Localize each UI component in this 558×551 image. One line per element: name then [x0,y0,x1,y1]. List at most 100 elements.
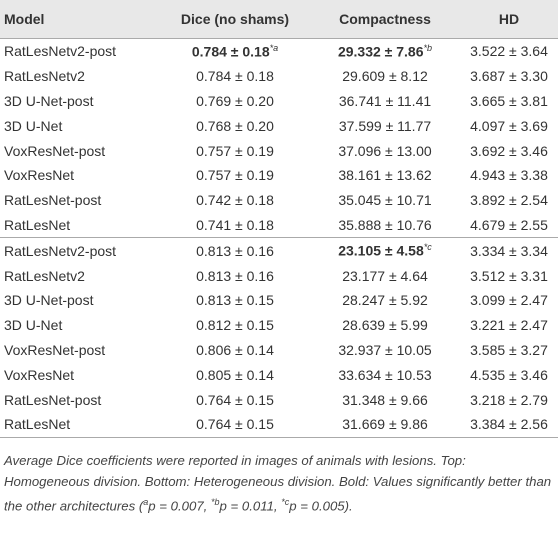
results-table: Model Dice (no shams) Compactness HD RatLes… [0,0,558,438]
table-cell: 0.768 ± 0.20 [196,117,274,134]
table-cell: 0.769 ± 0.20 [196,92,274,109]
header-cell: Dice (no shams) [160,0,310,39]
table-cell: 4.679 ± 2.55 [470,216,548,233]
table-cell: 0.764 ± 0.15 [160,411,310,438]
table-cell: 3D U-Net-post [4,292,94,309]
table-row: RatLesNet 0.741 ± 0.18 35.888 ± 10.76 4.679… [0,213,558,238]
table-cell: 3D U-Net [4,317,63,334]
table-row: VoxResNet-post 0.757 ± 0.19 37.096 ± 13.00… [0,138,558,163]
table-cell: 33.634 ± 10.53 [338,366,432,383]
table-cell: 3.099 ± 2.47 [470,292,548,309]
table-row: 3D U-Net-post 0.813 ± 0.15 28.247 ± 5.92 3.… [0,288,558,313]
table-cell: 38.161 ± 13.62 [338,167,432,184]
table-cell: RatLesNet [0,411,160,438]
table-cell: 3.687 ± 3.30 [470,68,548,85]
table-cell: 29.609 ± 8.12 [342,68,428,85]
table-cell: 32.937 ± 10.05 [338,341,432,358]
table-cell: VoxResNet-post [4,142,106,159]
cell-value: 23.105 ± 4.58 [338,243,424,260]
table-row: RatLesNet 0.764 ± 0.15 31.669 ± 9.86 3.384 … [0,411,558,438]
table-cell: 0.812 ± 0.15 [196,317,274,334]
table-cell: 31.348 ± 9.66 [342,391,428,408]
table-cell: 4.943 ± 3.38 [470,167,548,184]
table-cell: 28.247 ± 5.92 [342,292,428,309]
table-row: RatLesNetv2 0.784 ± 0.18 29.609 ± 8.12 3.68… [0,64,558,89]
table-cell: 4.535 ± 3.46 [470,366,548,383]
table-cell: 4.097 ± 3.69 [470,117,548,134]
header-cell: Compactness [310,0,460,39]
table-cell: RatLesNetv2 [4,267,85,284]
header-cell: Model [0,0,160,39]
table-cell: 35.888 ± 10.76 [338,216,432,233]
table-row: RatLesNetv2 0.813 ± 0.16 23.177 ± 4.64 3.51… [0,263,558,288]
table-cell: 3.218 ± 2.79 [470,391,548,408]
table-row: VoxResNet-post 0.806 ± 0.14 32.937 ± 10.05… [0,338,558,363]
table-cell: 3.892 ± 2.54 [470,192,548,209]
table-cell: 23.177 ± 4.64 [342,267,428,284]
table-cell: VoxResNet [4,366,75,383]
cell-value: 29.332 ± 7.86 [337,43,424,60]
significance-mark: *a [269,43,279,54]
caption-text: p = 0.011, [219,498,282,514]
table-cell: 3.692 ± 3.46 [470,142,548,159]
table-cell: 37.599 ± 11.77 [338,117,432,134]
significance-mark: *b [423,43,433,54]
table-cell: 0.813 ± 0.16 [196,267,274,284]
table-row: RatLesNet-post 0.764 ± 0.15 31.348 ± 9.66 3… [0,387,558,412]
table-cell: 37.096 ± 13.00 [338,142,432,159]
table-cell: 3D U-Net-post [4,92,94,109]
table-cell: 0.741 ± 0.18 [196,216,274,233]
table-cell: RatLesNetv2 [4,68,85,85]
table-cell: 36.741 ± 11.41 [338,92,432,109]
table-cell: 31.669 ± 9.86 [310,411,460,438]
table-cell: 28.639 ± 5.99 [342,317,428,334]
cell-value: 0.784 ± 0.18 [191,43,270,60]
caption-text: p = 0.005). [289,498,353,514]
table-cell: RatLesNet-post [4,192,102,209]
table-cell: RatLesNet-post [4,391,102,408]
table-cell: 29.332 ± 7.86*b [310,37,460,64]
table-cell: 3.512 ± 3.31 [470,267,548,284]
table-row: 3D U-Net 0.768 ± 0.20 37.599 ± 11.77 4.097 … [0,113,558,138]
table-row: VoxResNet 0.757 ± 0.19 38.161 ± 13.62 4.943… [0,163,558,188]
table-cell: 0.764 ± 0.15 [196,391,274,408]
table-cell: 3D U-Net [4,117,63,134]
significance-mark: *c [423,242,432,253]
caption-text: Average Dice coefficients were reported … [4,452,552,514]
table-row: RatLesNetv2-post 0.813 ± 0.16 23.105 ± 4.5… [0,237,558,264]
table-cell: 0.813 ± 0.16 [160,237,310,264]
table-cell: 0.813 ± 0.15 [196,292,274,309]
table-body: RatLesNetv2-post 0.784 ± 0.18*a 29.332 ± 7… [0,37,558,438]
table-row: 3D U-Net 0.812 ± 0.15 28.639 ± 5.99 3.221 ±… [0,313,558,338]
caption-superscript: *b [211,496,220,507]
table-row: RatLesNetv2-post 0.784 ± 0.18*a 29.332 ± 7… [0,37,558,64]
table-cell: 0.784 ± 0.18*a [160,37,310,64]
table-cell: 0.806 ± 0.14 [196,341,274,358]
table-cell: 3.665 ± 3.81 [470,92,548,109]
table-cell: 23.105 ± 4.58*c [310,237,460,264]
table-cell: 3.334 ± 3.34 [460,237,558,264]
table-cell: VoxResNet [4,167,75,184]
table-cell: 0.784 ± 0.18 [196,68,274,85]
caption-superscript: a [143,496,149,507]
caption-superscript: *c [281,496,290,507]
table-cell: 0.805 ± 0.14 [196,366,274,383]
header-cell: HD [460,0,558,39]
table-cell: RatLesNetv2-post [0,237,160,264]
table-row: RatLesNet-post 0.742 ± 0.18 35.045 ± 10.71… [0,188,558,213]
table-cell: VoxResNet-post [4,341,106,358]
table-cell: 35.045 ± 10.71 [338,192,432,209]
table-cell: RatLesNetv2-post [0,37,160,64]
table-cell: 3.221 ± 2.47 [470,317,548,334]
table-cell: 0.757 ± 0.19 [196,167,274,184]
table-cell: 3.522 ± 3.64 [460,37,558,64]
table-row: VoxResNet 0.805 ± 0.14 33.634 ± 10.53 4.535… [0,362,558,387]
caption-text: p = 0.007, [148,498,211,514]
table-row: 3D U-Net-post 0.769 ± 0.20 36.741 ± 11.41 3… [0,89,558,114]
table-cell: 3.585 ± 3.27 [470,341,548,358]
caption: Average Dice coefficients were reported … [0,438,558,516]
table-cell: 3.384 ± 2.56 [460,411,558,438]
table-cell: 0.742 ± 0.18 [196,192,274,209]
table-cell: RatLesNet [4,216,71,233]
